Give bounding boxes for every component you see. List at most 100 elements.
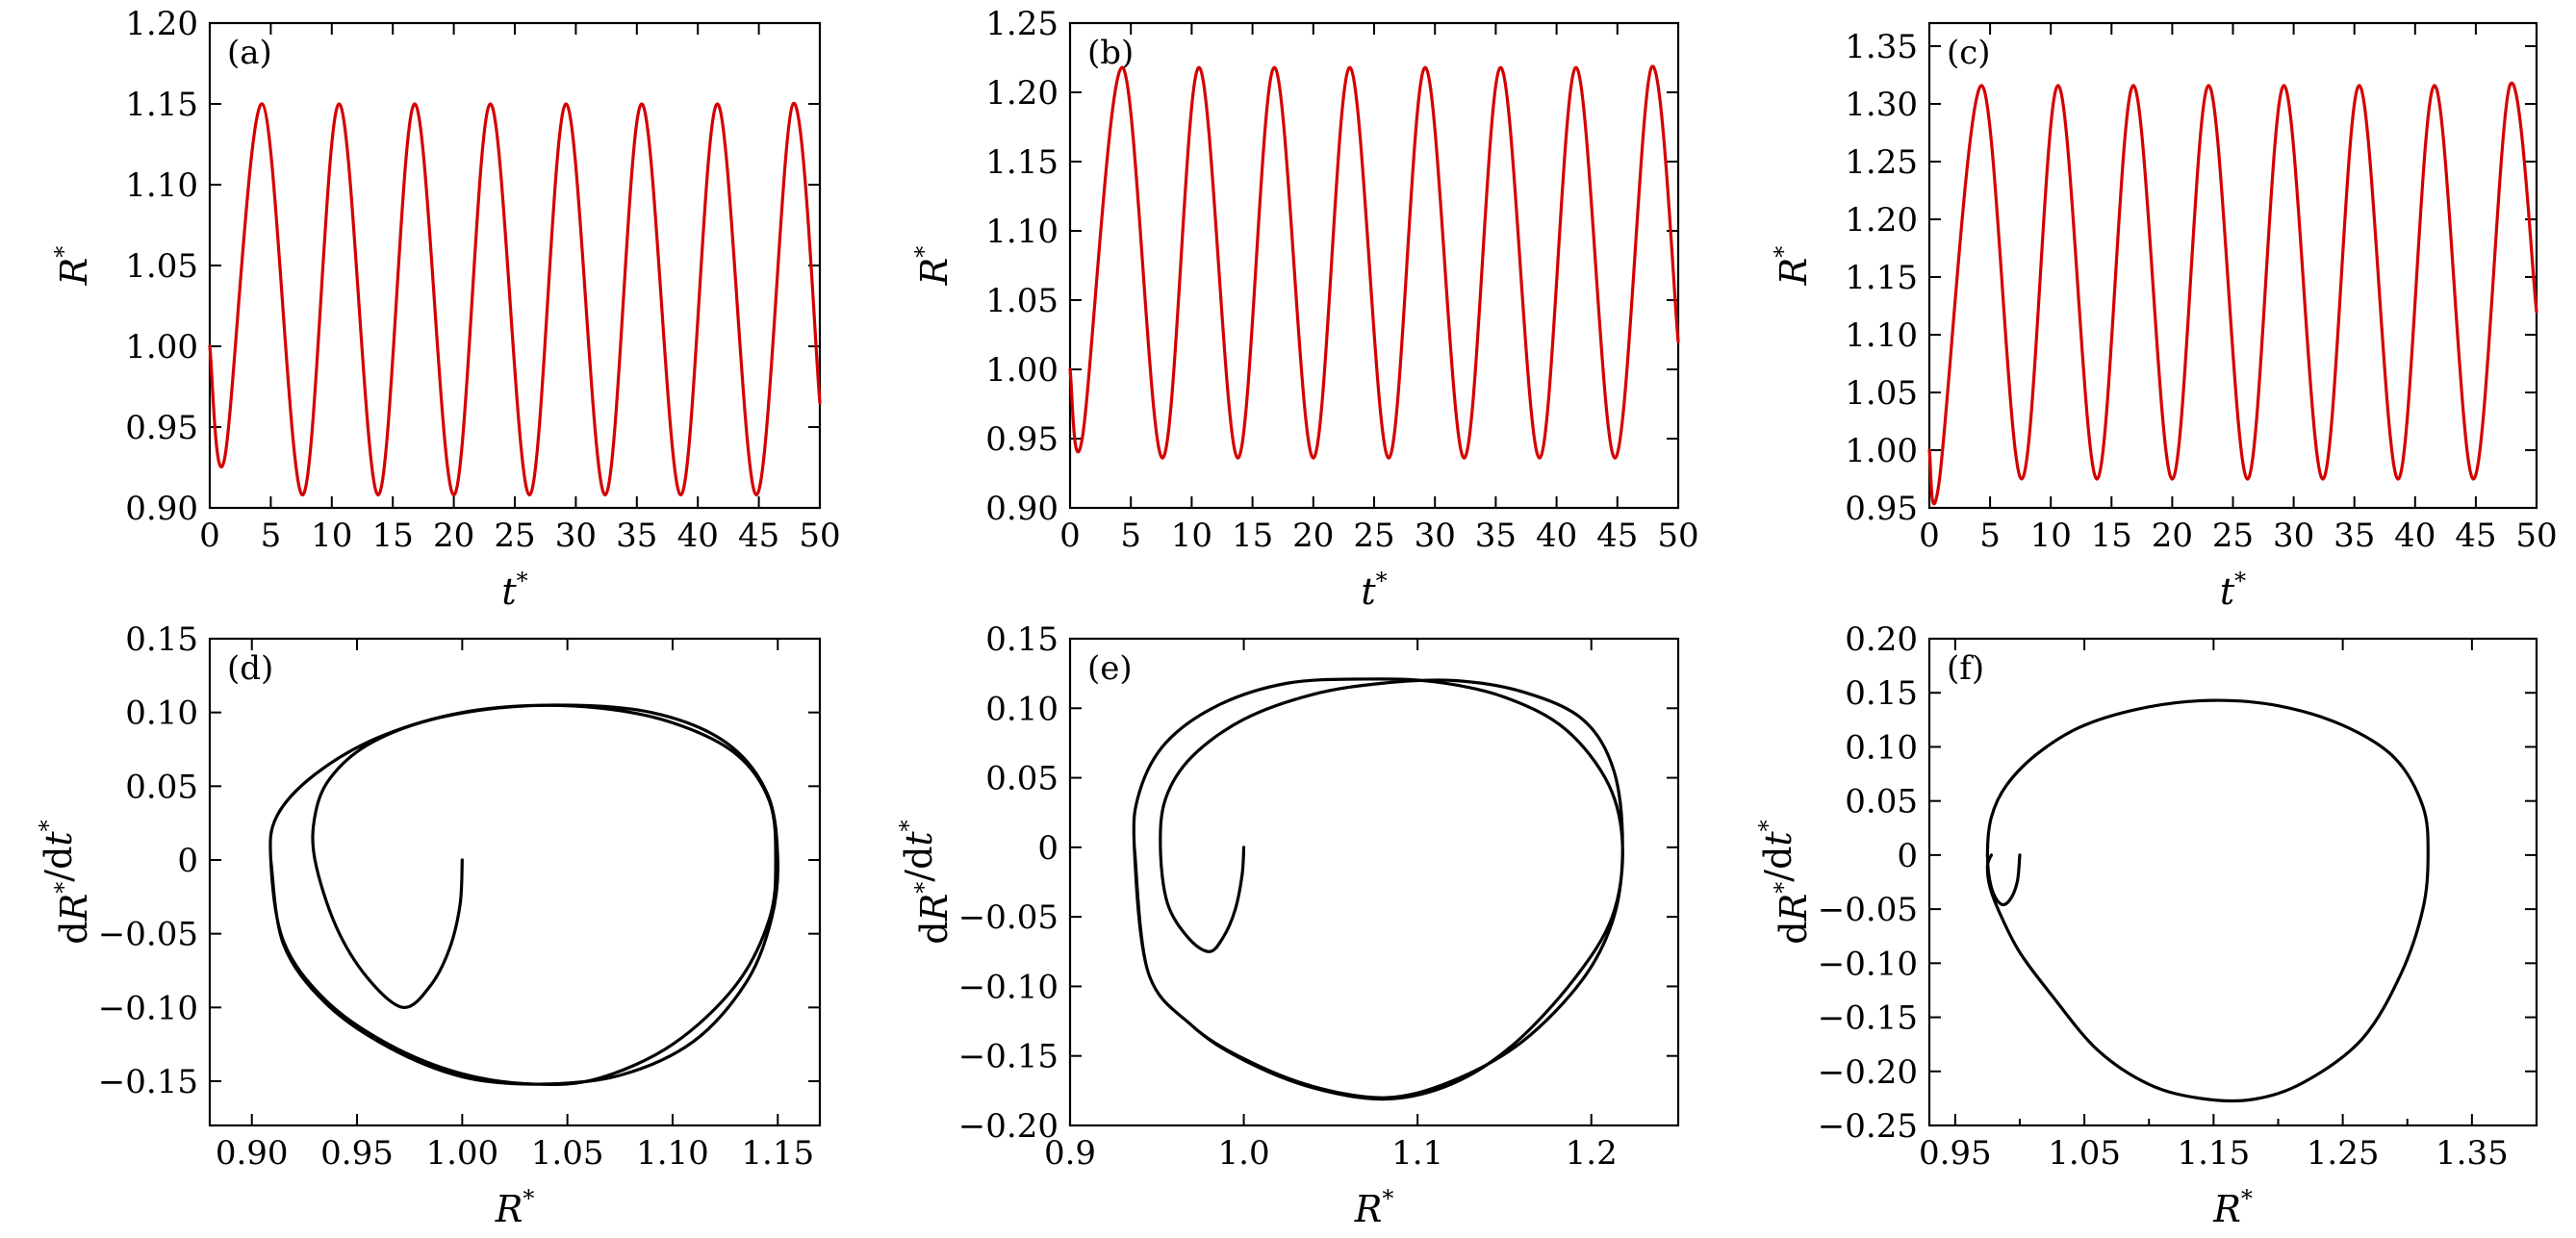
y-tick-label: 0 (177, 842, 198, 880)
x-tick-label: 35 (2334, 517, 2375, 555)
x-tick-label: 5 (1979, 517, 2001, 555)
y-tick-label: −0.25 (1818, 1107, 1918, 1146)
x-tick-label: 0 (199, 517, 220, 555)
x-tick-label: 0.95 (320, 1134, 394, 1173)
x-tick-label: 50 (799, 517, 840, 555)
x-tick-label: 5 (1120, 517, 1141, 555)
y-tick-label: 1.10 (985, 213, 1058, 251)
plot-frame (1068, 637, 1680, 1127)
x-tick-label: 30 (555, 517, 597, 555)
y-axis-label: dR*/dt* (35, 820, 95, 944)
x-tick-label: 1.15 (2178, 1134, 2251, 1173)
x-tick-label: 1.10 (636, 1134, 709, 1173)
panel-label: (f) (1947, 649, 1984, 688)
x-tick-label: 40 (677, 517, 719, 555)
plot-frame (1927, 21, 2538, 510)
plot-frame (208, 637, 822, 1127)
x-tick-label: 50 (2515, 517, 2557, 555)
y-tick-label: 1.10 (1845, 316, 1918, 355)
x-tick-label: 0.95 (1919, 1134, 1992, 1173)
y-tick-label: 1.00 (125, 328, 198, 366)
panel-d: 0.90 0.95 1.00 1.05 1.10 1.15 −0.15 −0.10 −0.05 0… (35, 620, 822, 1230)
y-tick-label: 1.25 (1845, 143, 1918, 182)
panel-label: (d) (227, 649, 273, 688)
panel-c: 0 5 10 15 20 25 30 35 40 45 50 0.95 1.00 1.05 1.10 1.15… (1770, 21, 2558, 613)
x-tick-label: 0.90 (216, 1134, 289, 1173)
x-tick-label: 35 (616, 517, 657, 555)
y-tick-label: 1.30 (1845, 86, 1918, 124)
x-tick-label: 1.2 (1566, 1134, 1618, 1173)
y-tick-label: −0.05 (1818, 891, 1918, 929)
x-tick-label: 1.25 (2307, 1134, 2380, 1173)
y-tick-label: −0.15 (98, 1063, 198, 1101)
y-tick-label: −0.20 (958, 1107, 1058, 1146)
y-tick-label: 0.90 (985, 490, 1058, 528)
y-tick-label: −0.10 (958, 968, 1058, 1006)
x-tick-label: 0.9 (1044, 1134, 1096, 1173)
x-tick-label: 10 (1171, 517, 1212, 555)
panel-label: (b) (1087, 34, 1134, 72)
y-tick-label: 1.00 (985, 351, 1058, 390)
y-tick-label: 0.95 (1845, 490, 1918, 528)
y-tick-label: −0.15 (1818, 999, 1918, 1038)
x-tick-label: 35 (1475, 517, 1517, 555)
x-tick-label: 45 (738, 517, 779, 555)
x-tick-label: 25 (494, 517, 535, 555)
y-tick-label: 0 (1037, 829, 1058, 868)
x-axis-label: t* (2220, 568, 2246, 613)
x-tick-label: 0 (1919, 517, 1940, 555)
plot-frame (1927, 637, 2538, 1127)
y-tick-label: 0.15 (1845, 674, 1918, 713)
y-tick-label: 1.20 (985, 74, 1058, 113)
y-tick-label: 0.10 (125, 695, 198, 733)
y-tick-label: 0.95 (985, 420, 1058, 459)
y-tick-label: 1.00 (1845, 432, 1918, 470)
y-tick-label: 0.10 (985, 690, 1058, 728)
x-tick-label: 25 (1353, 517, 1394, 555)
panel-label: (e) (1087, 649, 1133, 688)
y-tick-label: 1.15 (1845, 259, 1918, 297)
x-axis-label: R* (1354, 1185, 1394, 1230)
x-tick-label: 15 (372, 517, 414, 555)
x-tick-label: 1.00 (425, 1134, 498, 1173)
y-tick-label: 1.05 (985, 282, 1058, 320)
y-tick-label: 1.05 (125, 247, 198, 286)
y-tick-label: 1.25 (985, 5, 1058, 43)
y-tick-label: 0.05 (1845, 783, 1918, 821)
x-tick-label: 30 (2273, 517, 2314, 555)
y-tick-label: −0.15 (958, 1038, 1058, 1076)
panel-a: 0 5 10 15 20 25 30 35 40 45 50 0.90 0.95 1.00 1.05 1.10… (50, 5, 841, 613)
y-tick-label: −0.05 (958, 898, 1058, 937)
x-tick-label: 15 (2091, 517, 2132, 555)
x-tick-label: 20 (2152, 517, 2193, 555)
y-tick-label: 0.10 (1845, 728, 1918, 767)
y-tick-label: 1.15 (125, 86, 198, 124)
y-axis-label: R* (1770, 246, 1815, 287)
y-tick-label: 0.05 (125, 768, 198, 806)
x-tick-label: 0 (1059, 517, 1081, 555)
x-tick-label: 15 (1232, 517, 1273, 555)
y-tick-label: 1.10 (125, 166, 198, 205)
y-tick-label: 0 (1897, 837, 1918, 875)
series-line (1132, 677, 1624, 1101)
panel-e: 0.9 1.0 1.1 1.2 −0.20 −0.15 −0.10 −0.05 0 0.05 0.1… (895, 620, 1680, 1230)
y-tick-label: −0.10 (98, 989, 198, 1027)
y-tick-label: 0.15 (985, 620, 1058, 659)
y-axis-label: R* (50, 246, 95, 287)
x-axis-label: t* (1361, 568, 1387, 613)
x-tick-label: 1.35 (2436, 1134, 2509, 1173)
x-tick-label: 5 (261, 517, 282, 555)
y-axis-label: R* (910, 246, 956, 287)
y-tick-label: 1.35 (1845, 28, 1918, 66)
x-tick-label: 20 (1292, 517, 1334, 555)
x-tick-label: 45 (1596, 517, 1638, 555)
series-line (1927, 81, 2538, 506)
y-tick-label: 1.20 (1845, 201, 1918, 240)
y-tick-label: 1.15 (985, 143, 1058, 182)
y-tick-label: −0.05 (98, 916, 198, 954)
series-line (208, 102, 822, 497)
x-tick-label: 1.15 (741, 1134, 814, 1173)
y-axis-label: dR*/dt* (1754, 820, 1815, 944)
x-tick-label: 1.05 (531, 1134, 604, 1173)
